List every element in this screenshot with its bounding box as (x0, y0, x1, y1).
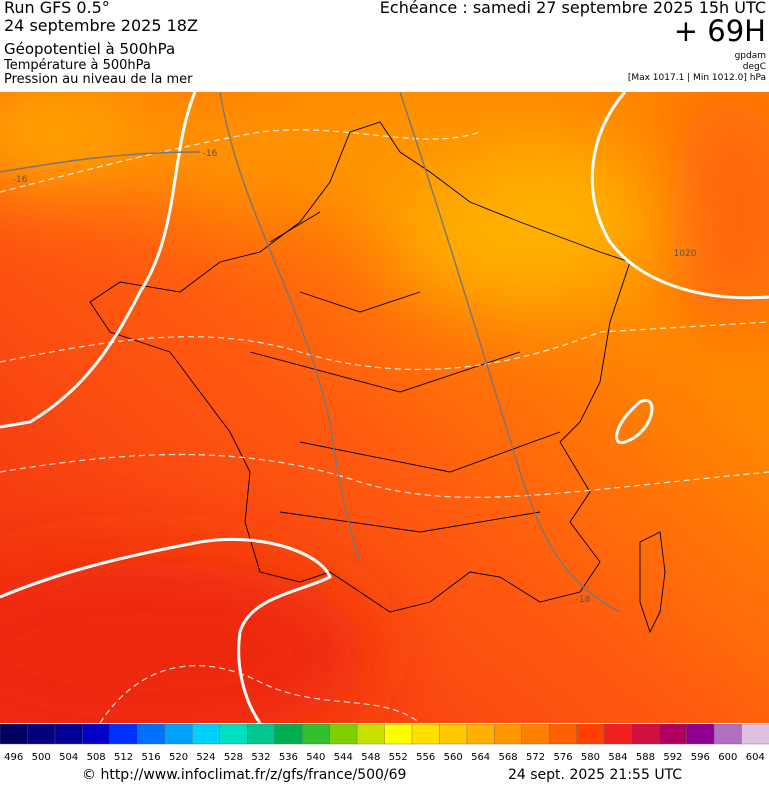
contour-label: -16 (13, 175, 28, 185)
scale-label: 540 (306, 752, 325, 763)
scale-swatch (411, 724, 441, 745)
scale-label: 532 (251, 752, 270, 763)
scale-swatch (192, 724, 221, 745)
scale-label: 536 (279, 752, 298, 763)
subtitle: Température à 500hPa (4, 58, 151, 73)
scale-label: 516 (142, 752, 161, 763)
run-date: 24 septembre 2025 18Z (4, 16, 198, 35)
scale-label: 596 (691, 752, 710, 763)
scale-label: 500 (32, 752, 51, 763)
scale-label: 568 (499, 752, 518, 763)
scale-swatch (384, 724, 413, 745)
lead-time: + 69H (673, 14, 766, 48)
scale-label: 524 (196, 752, 215, 763)
map: -16 -16 1020 -18 (0, 92, 769, 723)
scale-swatch (301, 724, 331, 745)
scale-swatch (576, 724, 605, 745)
scale-swatch (82, 724, 111, 745)
scale-label: 588 (636, 752, 655, 763)
scale-label: 556 (416, 752, 435, 763)
scale-swatch (604, 724, 633, 745)
scale-swatch (356, 724, 386, 745)
scale-swatch (686, 724, 715, 745)
contour-label: 1020 (674, 249, 697, 259)
subtitle: Pression au niveau de la mer (4, 72, 193, 87)
contour-label: -18 (576, 595, 591, 605)
scale-swatch (713, 724, 743, 745)
scale-swatch (137, 724, 166, 745)
scale-label: 580 (581, 752, 600, 763)
scale-label: 572 (526, 752, 545, 763)
scale-swatch (27, 724, 56, 745)
scale-label: 592 (663, 752, 682, 763)
title: Géopotentiel à 500hPa (4, 40, 176, 58)
scale-label: 548 (361, 752, 380, 763)
coastline (89, 121, 666, 634)
geopotential (0, 92, 621, 613)
scale-label: 528 (224, 752, 243, 763)
scale-swatch (466, 724, 496, 745)
unit: degC (742, 62, 766, 72)
scale-swatch (54, 724, 84, 745)
scale-swatch (549, 724, 578, 745)
scale-swatch (494, 724, 523, 745)
scale-swatch (246, 724, 276, 745)
scale-swatch (631, 724, 660, 745)
source-url: © http://www.infoclimat.fr/z/gfs/france/… (82, 767, 407, 783)
scale-swatch (0, 724, 29, 745)
field-patches (0, 92, 769, 723)
unit: [Max 1017.1 | Min 1012.0] hPa (627, 73, 766, 83)
color-scale: 496 500 504 508 512 516 520 524 528 532 536 540 544 5… (0, 724, 769, 763)
scale-label: 508 (87, 752, 106, 763)
scale-swatch (219, 724, 248, 745)
scale-swatch (658, 724, 688, 745)
scale-swatch (329, 724, 358, 745)
scale-label: 576 (553, 752, 572, 763)
scale-label: 604 (746, 752, 765, 763)
scale-label: 496 (4, 752, 23, 763)
contour-label: -16 (203, 149, 218, 159)
scale-label: 600 (718, 752, 737, 763)
scale-swatch (164, 724, 193, 745)
run: Run GFS 0.5° (4, 0, 110, 17)
scale-label: 560 (444, 752, 463, 763)
scale-swatch (741, 724, 769, 745)
scale-label: 564 (471, 752, 490, 763)
scale-label: 584 (608, 752, 627, 763)
scale-swatch (274, 724, 303, 745)
scale-label: 544 (334, 752, 353, 763)
scale-swatch (521, 724, 550, 745)
scale-label: 512 (114, 752, 133, 763)
scale-label: 504 (59, 752, 78, 763)
scale-label: 552 (389, 752, 408, 763)
scale-label: 520 (169, 752, 188, 763)
isotherm (0, 129, 769, 723)
generated-time: 24 sept. 2025 21:55 UTC (508, 767, 683, 783)
scale-swatch (109, 724, 139, 745)
scale-swatch (439, 724, 468, 745)
unit: gpdam (734, 51, 766, 61)
echeance: Echéance : samedi 27 septembre 2025 15h … (379, 0, 766, 17)
